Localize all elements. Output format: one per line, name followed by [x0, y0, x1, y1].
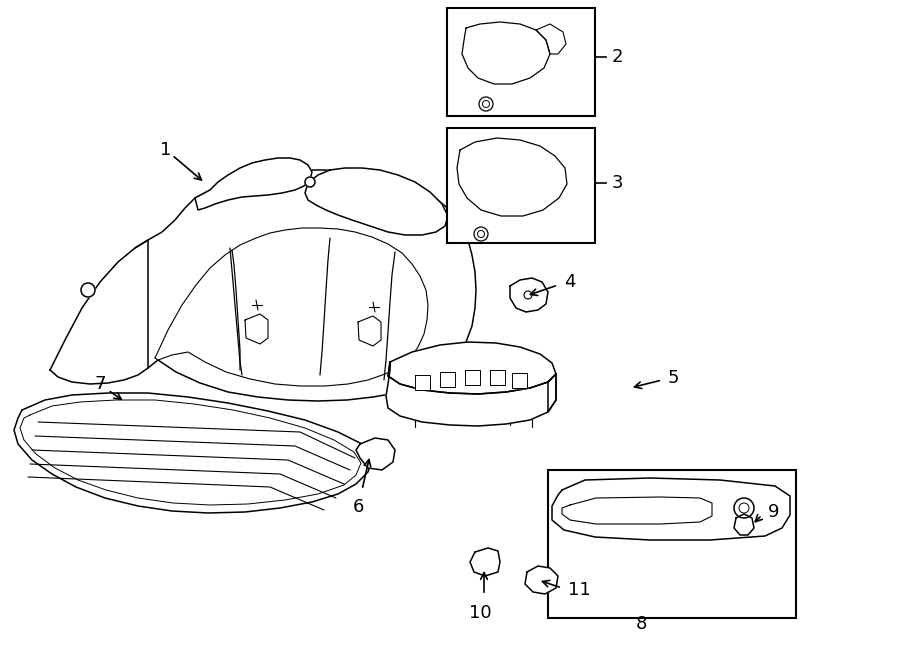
Circle shape [305, 177, 315, 187]
Polygon shape [510, 278, 548, 312]
Polygon shape [50, 170, 476, 401]
Polygon shape [512, 373, 527, 388]
Bar [447, 128, 595, 243]
Text: 1: 1 [160, 141, 172, 159]
Text: 8: 8 [635, 615, 647, 633]
Polygon shape [525, 566, 558, 594]
Text: 11: 11 [568, 581, 590, 599]
Circle shape [734, 498, 754, 518]
Polygon shape [536, 24, 566, 54]
Polygon shape [548, 374, 556, 412]
Circle shape [474, 227, 488, 241]
Polygon shape [440, 372, 455, 387]
Text: 10: 10 [469, 604, 491, 622]
Polygon shape [358, 316, 381, 346]
Circle shape [482, 100, 490, 108]
Polygon shape [457, 138, 567, 216]
Circle shape [479, 97, 493, 111]
Polygon shape [552, 478, 790, 540]
Polygon shape [388, 342, 556, 394]
Polygon shape [490, 370, 505, 385]
Polygon shape [245, 314, 268, 344]
Bar [447, 8, 595, 116]
Text: 5: 5 [668, 369, 680, 387]
Circle shape [524, 291, 532, 299]
Polygon shape [14, 393, 372, 513]
Circle shape [81, 283, 95, 297]
Circle shape [739, 503, 749, 513]
Bar [548, 470, 796, 618]
Polygon shape [562, 497, 712, 524]
Polygon shape [356, 438, 395, 470]
Polygon shape [470, 548, 500, 576]
Polygon shape [386, 362, 556, 426]
Circle shape [478, 231, 484, 237]
Polygon shape [734, 514, 754, 535]
Polygon shape [305, 168, 448, 235]
Text: 6: 6 [352, 498, 364, 516]
Text: 2: 2 [612, 48, 624, 66]
Text: 4: 4 [564, 273, 575, 291]
Polygon shape [465, 370, 480, 385]
Text: 7: 7 [94, 375, 106, 393]
Polygon shape [462, 22, 550, 84]
Text: 3: 3 [612, 174, 624, 192]
Polygon shape [195, 158, 312, 210]
Text: 9: 9 [768, 503, 779, 521]
Polygon shape [415, 375, 430, 390]
